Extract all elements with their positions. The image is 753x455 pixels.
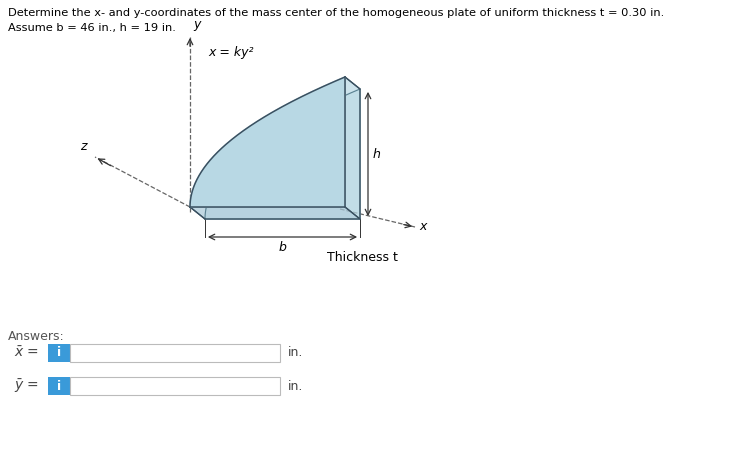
Text: y: y	[193, 18, 200, 31]
Text: Determine the x- and y-coordinates of the mass center of the homogeneous plate o: Determine the x- and y-coordinates of th…	[8, 8, 664, 18]
FancyBboxPatch shape	[70, 344, 280, 362]
Text: Answers:: Answers:	[8, 330, 65, 343]
Text: i: i	[57, 379, 61, 393]
Polygon shape	[345, 77, 360, 219]
Text: Thickness t: Thickness t	[327, 251, 398, 264]
Text: in.: in.	[288, 347, 303, 359]
Text: x = ky²: x = ky²	[208, 46, 254, 59]
Polygon shape	[205, 89, 360, 219]
Text: b: b	[279, 241, 286, 254]
Text: $\bar{y}$ =: $\bar{y}$ =	[14, 377, 39, 395]
Text: z: z	[81, 140, 87, 153]
FancyBboxPatch shape	[48, 377, 70, 395]
FancyBboxPatch shape	[70, 377, 280, 395]
Text: x: x	[419, 221, 426, 233]
Text: $\bar{x}$ =: $\bar{x}$ =	[14, 346, 39, 360]
FancyBboxPatch shape	[48, 344, 70, 362]
Text: i: i	[57, 347, 61, 359]
Polygon shape	[190, 77, 345, 207]
Polygon shape	[190, 207, 360, 219]
Text: h: h	[373, 147, 381, 161]
Text: in.: in.	[288, 379, 303, 393]
Text: Assume b = 46 in., h = 19 in.: Assume b = 46 in., h = 19 in.	[8, 23, 176, 33]
